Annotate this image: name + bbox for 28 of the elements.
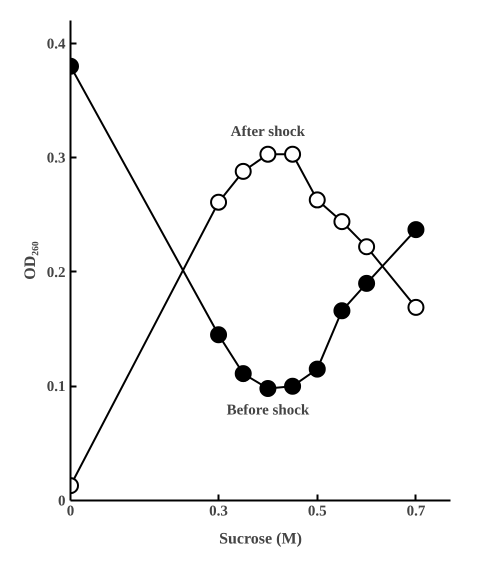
point — [234, 162, 252, 180]
y-tick-label: 0.3 — [46, 150, 66, 167]
y-axis-title: OD₂₆₀ — [22, 241, 39, 280]
point — [333, 213, 350, 230]
point — [259, 146, 276, 163]
y-tick-label: 0.4 — [46, 36, 66, 52]
x-tick-label: 0.3 — [209, 504, 228, 520]
point — [308, 360, 326, 378]
point — [210, 194, 228, 211]
x-tick-label: 0.7 — [406, 504, 426, 520]
point — [407, 298, 424, 316]
point — [358, 274, 376, 292]
point — [358, 238, 376, 256]
x-tick-label: 0.5 — [308, 504, 327, 520]
point — [308, 191, 326, 208]
point — [284, 146, 302, 163]
point — [234, 365, 252, 382]
x-axis-title: Sucrose (M) — [219, 530, 302, 548]
y-tick-label: 0.1 — [46, 379, 66, 396]
point — [259, 380, 276, 397]
y-tick-label: 0.2 — [46, 264, 66, 281]
y-tick-label: 0 — [58, 494, 66, 510]
point — [284, 378, 302, 395]
series-label: Before shock — [226, 402, 310, 418]
point — [210, 326, 228, 344]
series-label: After shock — [230, 124, 306, 140]
point — [333, 302, 350, 320]
point — [407, 221, 424, 238]
